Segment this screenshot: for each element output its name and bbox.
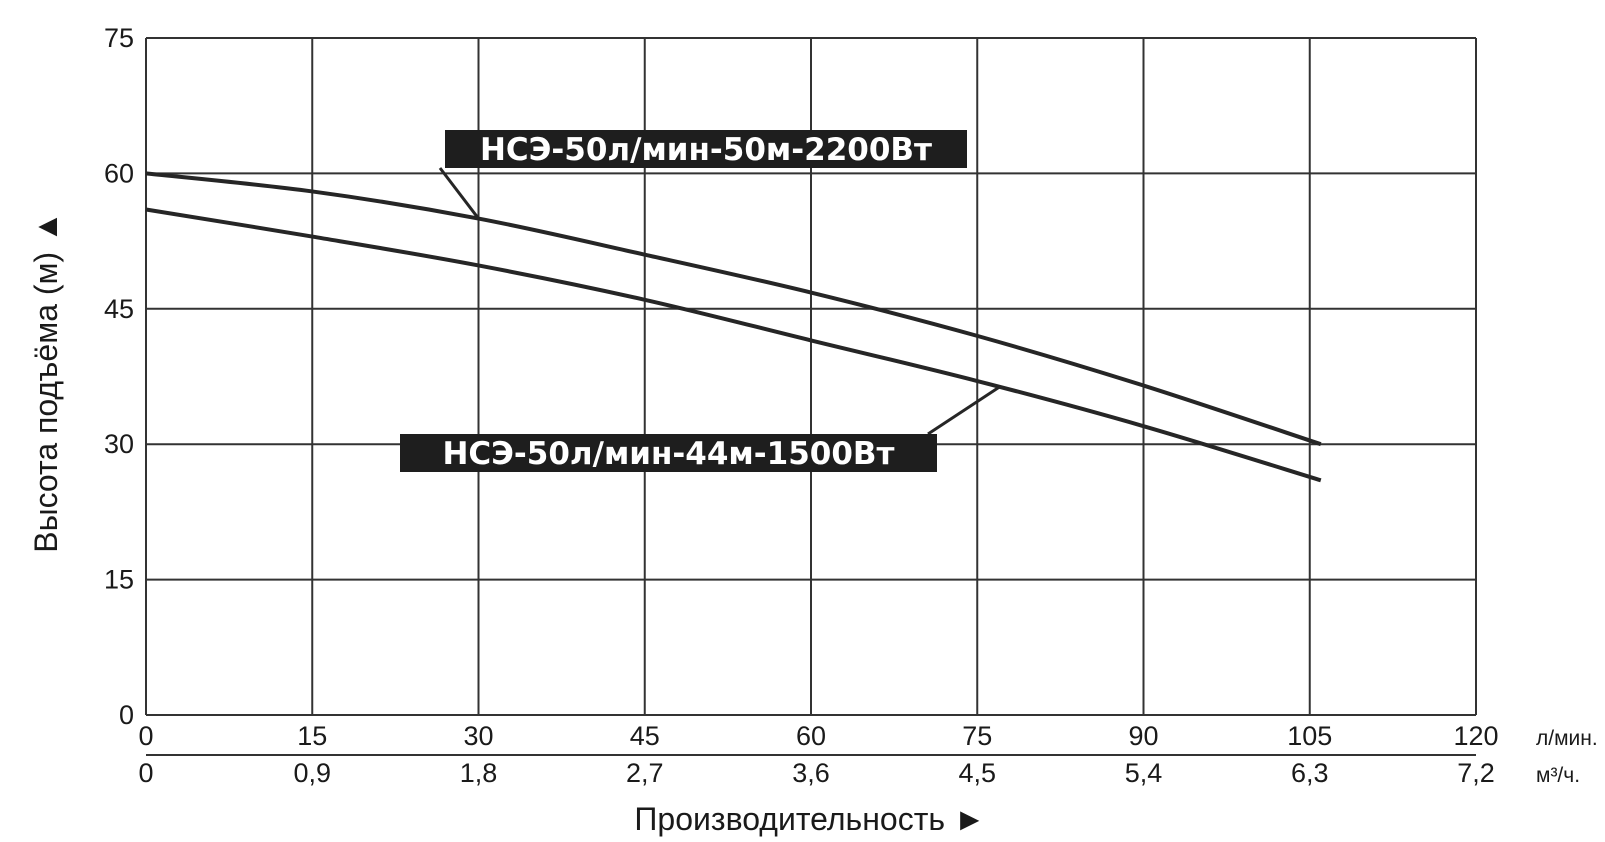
series-label-leader xyxy=(438,167,480,220)
x-tick-label-primary: 60 xyxy=(796,721,826,751)
series-line-1 xyxy=(145,171,1322,447)
series-line-2 xyxy=(145,207,1322,483)
y-tick-label: 15 xyxy=(104,565,134,595)
x-tick-labels-secondary: 0 0,9 1,8 2,7 3,6 4,5 5,4 6,3 7,2 xyxy=(138,758,1494,788)
series-label-background xyxy=(400,434,937,472)
series-lines xyxy=(145,171,1322,483)
x-tick-label-secondary: 0 xyxy=(138,758,153,788)
x-tick-label-secondary: 5,4 xyxy=(1125,758,1163,788)
x-tick-label-secondary: 2,7 xyxy=(626,758,664,788)
y-tick-label: 75 xyxy=(104,23,134,53)
x-unit-primary: л/мин. xyxy=(1536,727,1598,750)
series-labels: НСЭ-50л/мин-50м-2200Вт НСЭ-50л/мин-44м-15… xyxy=(400,130,1001,472)
series-label-background xyxy=(445,130,967,168)
y-tick-label: 30 xyxy=(104,429,134,459)
y-axis-title: Высота подъёма (м) ▲ xyxy=(28,211,64,553)
x-tick-label-secondary: 0,9 xyxy=(293,758,331,788)
series-label-2: НСЭ-50л/мин-44м-1500Вт xyxy=(442,436,894,472)
y-tick-label: 45 xyxy=(104,294,134,324)
x-tick-label-primary: 15 xyxy=(297,721,327,751)
x-unit-secondary: м³/ч. xyxy=(1536,764,1580,787)
x-tick-label-secondary: 7,2 xyxy=(1457,758,1495,788)
x-axis-title: Производительность ► xyxy=(634,801,985,837)
x-tick-label-secondary: 3,6 xyxy=(792,758,830,788)
x-tick-label-primary: 30 xyxy=(463,721,493,751)
x-tick-label-secondary: 1,8 xyxy=(460,758,498,788)
y-tick-labels: 0 15 30 45 60 75 xyxy=(104,23,134,730)
grid xyxy=(145,37,1477,716)
x-tick-label-primary: 105 xyxy=(1287,721,1332,751)
y-tick-label: 60 xyxy=(104,158,134,188)
x-tick-label-primary: 0 xyxy=(138,721,153,751)
y-tick-label: 0 xyxy=(119,700,134,730)
series-label-leader xyxy=(927,385,1001,436)
x-tick-label-primary: 45 xyxy=(630,721,660,751)
x-tick-labels-primary: 0 15 30 45 60 75 90 105 120 xyxy=(138,721,1498,751)
series-label-1: НСЭ-50л/мин-50м-2200Вт xyxy=(480,132,932,168)
x-tick-label-secondary: 4,5 xyxy=(958,758,996,788)
x-tick-label-primary: 90 xyxy=(1128,721,1158,751)
x-tick-label-primary: 120 xyxy=(1453,721,1498,751)
x-tick-label-primary: 75 xyxy=(962,721,992,751)
x-tick-label-secondary: 6,3 xyxy=(1291,758,1329,788)
